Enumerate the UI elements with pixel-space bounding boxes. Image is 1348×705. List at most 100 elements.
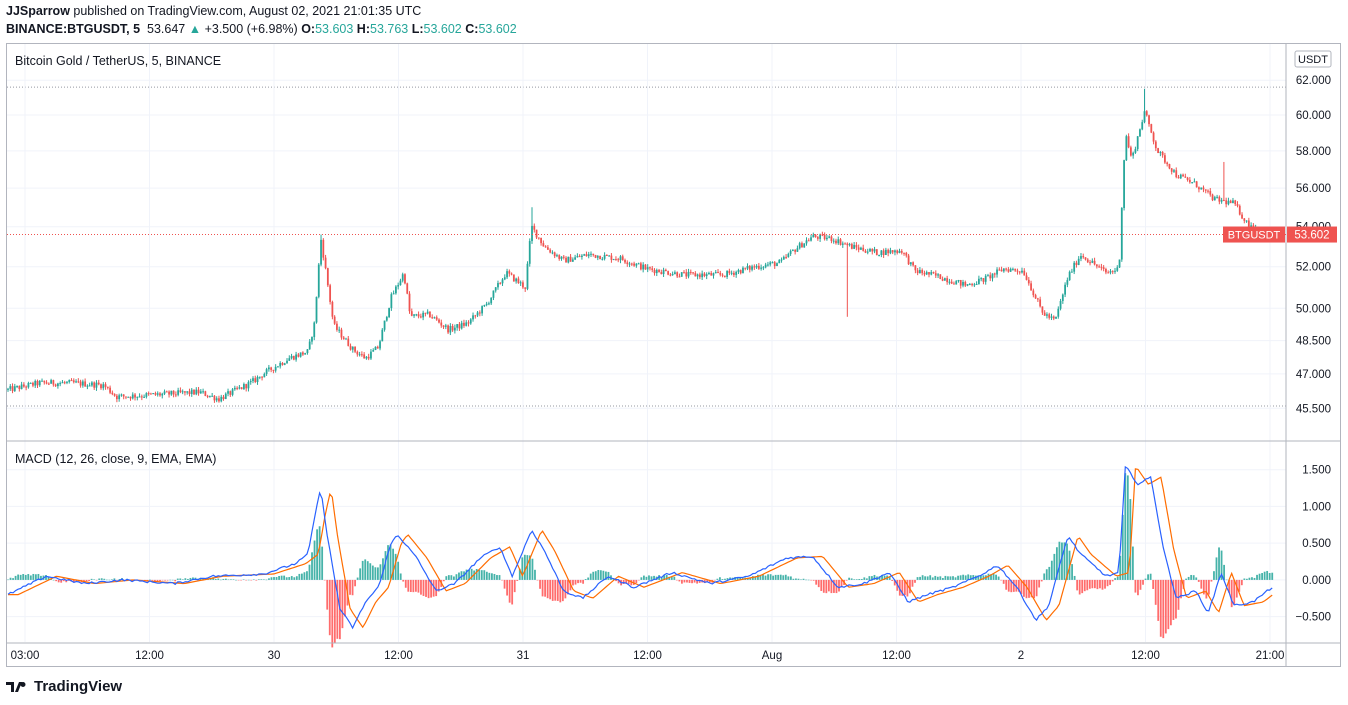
macd-hist-bar	[1111, 579, 1114, 582]
macd-hist-bar	[268, 578, 270, 580]
macd-hist-bar	[1030, 579, 1033, 598]
macd-hist-bar	[577, 579, 579, 584]
candle	[9, 384, 12, 391]
candle-body	[685, 272, 688, 277]
tradingview-logo[interactable]: TradingView	[6, 678, 122, 695]
macd-hist-bar	[366, 561, 369, 580]
candle-body	[669, 274, 672, 276]
macd-grid	[7, 469, 1286, 618]
candle-body	[605, 255, 608, 257]
macd-hist-bar	[1038, 579, 1041, 588]
candle	[776, 262, 778, 267]
candle	[351, 346, 354, 353]
candle	[59, 381, 62, 387]
candle-body	[122, 394, 125, 397]
candle	[919, 267, 921, 274]
candle	[93, 381, 96, 390]
candle	[488, 301, 490, 306]
macd-hist-bar	[95, 579, 98, 581]
macd-hist-bar	[262, 579, 265, 581]
macd-hist-bar	[881, 575, 883, 580]
candle	[907, 253, 910, 265]
candle-body	[571, 259, 574, 262]
macd-hist-bar	[420, 579, 422, 595]
macd-hist-bar	[549, 579, 552, 600]
candle-body	[1195, 181, 1198, 188]
candle-body	[966, 284, 969, 286]
candle	[553, 251, 556, 259]
macd-hist-bar	[838, 579, 840, 592]
macd-hist-bar	[544, 579, 547, 597]
macd-hist-bar	[192, 577, 194, 580]
candle-body	[72, 380, 75, 383]
candle	[240, 387, 243, 390]
macd-hist-bar	[156, 579, 159, 582]
candle-body	[950, 281, 953, 284]
candle-body	[1102, 267, 1105, 270]
candle-body	[1077, 258, 1080, 265]
candle	[537, 237, 540, 240]
macd-hist-bar	[480, 570, 483, 580]
candle-body	[1211, 194, 1214, 201]
macd-hist-bar	[513, 579, 516, 593]
candle	[993, 272, 996, 278]
candle	[1234, 199, 1237, 207]
candle	[440, 319, 443, 328]
macd-hist-bar	[850, 578, 853, 580]
candle	[948, 278, 951, 285]
candle-body	[1005, 268, 1008, 270]
macd-hist-bar	[85, 579, 88, 582]
candle	[615, 256, 617, 261]
candle	[787, 252, 790, 258]
macd-lines	[7, 465, 1273, 630]
macd-hist-bar	[465, 569, 468, 580]
candle	[68, 379, 71, 384]
macd-hist-bar	[1223, 564, 1225, 580]
candle-body	[596, 255, 599, 258]
candle	[170, 390, 173, 396]
candle-body	[444, 325, 447, 327]
candle	[1132, 151, 1135, 159]
candle-body	[388, 308, 390, 318]
candle	[649, 266, 651, 271]
candle	[320, 234, 322, 267]
candle	[1100, 263, 1103, 271]
candle-body	[1041, 306, 1044, 313]
candle	[399, 278, 402, 286]
macd-hist-bar	[1154, 579, 1157, 605]
candle	[630, 262, 633, 266]
macd-hist-bar	[227, 579, 230, 581]
candle	[18, 385, 21, 392]
macd-hist-bar	[787, 576, 790, 580]
candle	[1168, 163, 1171, 170]
publisher-name[interactable]: JJSparrow	[6, 4, 70, 18]
candle	[782, 255, 785, 260]
macd-hist-bar	[1169, 579, 1172, 626]
macd-hist-bar	[1020, 579, 1023, 595]
macd-hist-bar	[825, 579, 828, 594]
candle-body	[1127, 136, 1130, 148]
candle	[925, 270, 928, 276]
macd-hist-bar	[759, 574, 762, 580]
candle	[1048, 312, 1051, 320]
candle-body	[211, 395, 214, 397]
candle	[637, 262, 640, 265]
candle-body	[735, 271, 738, 275]
candle	[301, 351, 304, 356]
currency-badge[interactable]	[1294, 50, 1332, 68]
macd-hist-bar	[589, 573, 592, 580]
candle	[304, 352, 307, 355]
macd-hist-bar	[32, 573, 35, 580]
macd-hist-bar	[546, 579, 549, 599]
price-tick-label: 45.500	[1296, 403, 1331, 415]
candle	[43, 380, 46, 385]
candle-body	[987, 275, 989, 277]
candle-body	[286, 360, 288, 364]
macd-hist-bar	[607, 571, 610, 580]
candle	[1023, 268, 1026, 276]
candle-body	[88, 385, 91, 387]
candle	[603, 252, 606, 261]
candle-body	[238, 387, 241, 389]
macd-hist-bar	[351, 579, 354, 596]
